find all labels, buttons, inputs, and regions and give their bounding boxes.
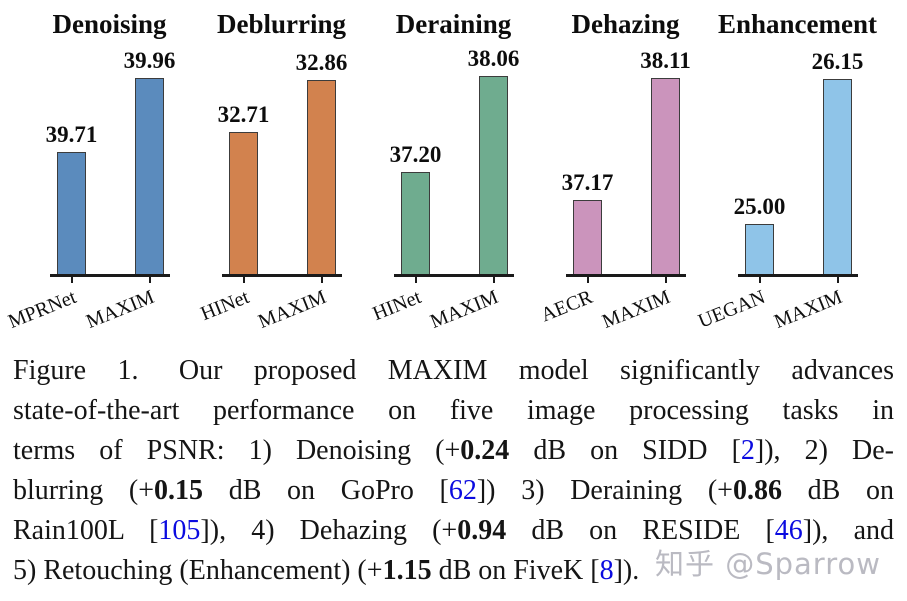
task-title: Deraining [395, 9, 512, 39]
citation-link[interactable]: 46 [774, 515, 803, 546]
value-label: 25.00 [733, 194, 786, 219]
caption-text: ]), and [802, 515, 894, 546]
method-label: AECR [538, 286, 596, 327]
figure-label: Figure 1. [13, 355, 139, 386]
bar-uegan [744, 224, 774, 274]
value-label: 32.86 [295, 50, 348, 75]
axis-tick [492, 277, 495, 283]
caption-text: dB on GoPro [ [203, 475, 449, 506]
figure-caption: Figure 1. Our proposed MAXIM model signi… [13, 351, 894, 591]
bar-maxim [478, 76, 508, 274]
value-label: 38.06 [467, 46, 520, 71]
caption-text: 0.86 [732, 475, 782, 506]
caption-line: Figure 1. Our proposed MAXIM model signi… [13, 351, 894, 391]
citation-link[interactable]: 105 [158, 515, 201, 546]
method-label: MPRNet [5, 286, 80, 334]
axis-tick [586, 277, 589, 283]
method-label: MAXIM [255, 286, 330, 334]
plot-area: 32.71 HINet 32.86 MAXIM [197, 42, 347, 333]
task-group-enhancement: Enhancement 25.00 UEGAN 26.15 MAXIM [695, 6, 884, 346]
caption-text: dB on FiveK [ [431, 555, 600, 586]
value-label: 38.11 [640, 48, 691, 73]
axis-tick [148, 277, 151, 283]
method-label: MAXIM [771, 286, 846, 334]
caption-text: dB on [781, 475, 894, 506]
task-title: Enhancement [717, 9, 877, 39]
axis-tick [414, 277, 417, 283]
caption-line: Rain100L [105]), 4) Dehazing (+0.94 dB o… [13, 511, 894, 551]
task-title: Dehazing [571, 9, 680, 39]
method-label: MAXIM [599, 286, 674, 334]
bar-maxim [134, 78, 164, 274]
caption-text: dB on RESIDE [ [506, 515, 775, 546]
caption-line: state-of-the-art performance on five ima… [13, 391, 894, 431]
method-label: MAXIM [427, 286, 502, 334]
caption-text: 1.15 [382, 555, 432, 586]
caption-text: ]). [613, 555, 640, 586]
method-label: HINet [369, 286, 424, 326]
bar-hinet [228, 132, 258, 274]
axis-tick [758, 277, 761, 283]
citation-link[interactable]: 8 [599, 555, 614, 586]
bar-maxim [822, 79, 852, 274]
figure-chart: Denoising 39.71 MPRNet 39.96 MAXIM Deblurring… [6, 6, 884, 346]
plot-area: 25.00 UEGAN 26.15 MAXIM [695, 42, 864, 333]
caption-text: ]), 4) Dehazing (+ [200, 515, 458, 546]
axis-tick [320, 277, 323, 283]
axis-tick [664, 277, 667, 283]
bar-hinet [400, 172, 430, 274]
task-title: Deblurring [216, 9, 346, 39]
caption-text: 0.24 [460, 435, 510, 466]
value-label: 39.71 [45, 122, 98, 147]
plot-area: 39.71 MPRNet 39.96 MAXIM [6, 42, 176, 333]
value-label: 37.20 [389, 142, 442, 167]
axis-tick [836, 277, 839, 283]
caption-line: 5) Retouching (Enhancement) (+1.15 dB on… [13, 551, 894, 591]
caption-text: blurring (+ [13, 475, 155, 506]
caption-text: dB on SIDD [ [509, 435, 741, 466]
bar-mprnet [56, 152, 86, 274]
caption-text: 5) Retouching (Enhancement) (+ [13, 555, 383, 586]
caption-text: 0.15 [154, 475, 204, 506]
task-group-deraining: Deraining 37.20 HINet 38.06 MAXIM [368, 6, 540, 346]
bar-aecr [572, 200, 602, 274]
task-group-deblurring: Deblurring 32.71 HINet 32.86 MAXIM [196, 6, 368, 346]
caption-text: terms of PSNR: 1) Denoising (+ [13, 435, 461, 466]
citation-link[interactable]: 2 [740, 435, 755, 466]
bar-maxim [650, 78, 680, 274]
task-title: Denoising [52, 9, 167, 39]
task-group-dehazing: Dehazing 37.17 AECR 38.11 MAXIM [538, 6, 712, 346]
method-label: MAXIM [83, 286, 158, 334]
plot-area: 37.17 AECR 38.11 MAXIM [538, 42, 691, 333]
value-label: 26.15 [811, 49, 864, 74]
caption-line: blurring (+0.15 dB on GoPro [62]) 3) Der… [13, 471, 894, 511]
caption-text: ]) 3) Deraining (+ [476, 475, 733, 506]
value-label: 32.71 [217, 102, 270, 127]
citation-link[interactable]: 62 [448, 475, 477, 506]
axis-tick [242, 277, 245, 283]
caption-text: Our proposed MAXIM model significantly a… [178, 355, 895, 386]
caption-text: Rain100L [ [13, 515, 159, 546]
task-group-denoising: Denoising 39.71 MPRNet 39.96 MAXIM [6, 6, 196, 346]
value-label: 37.17 [561, 170, 614, 195]
caption-text: 0.94 [457, 515, 507, 546]
caption-line: terms of PSNR: 1) Denoising (+0.24 dB on… [13, 431, 894, 471]
axis-tick [70, 277, 73, 283]
caption-text: state-of-the-art performance on five ima… [13, 395, 894, 426]
plot-area: 37.20 HINet 38.06 MAXIM [369, 42, 519, 333]
value-label: 39.96 [123, 48, 176, 73]
bar-maxim [306, 80, 336, 274]
caption-text: ]), 2) De- [754, 435, 894, 466]
method-label: HINet [197, 286, 252, 326]
